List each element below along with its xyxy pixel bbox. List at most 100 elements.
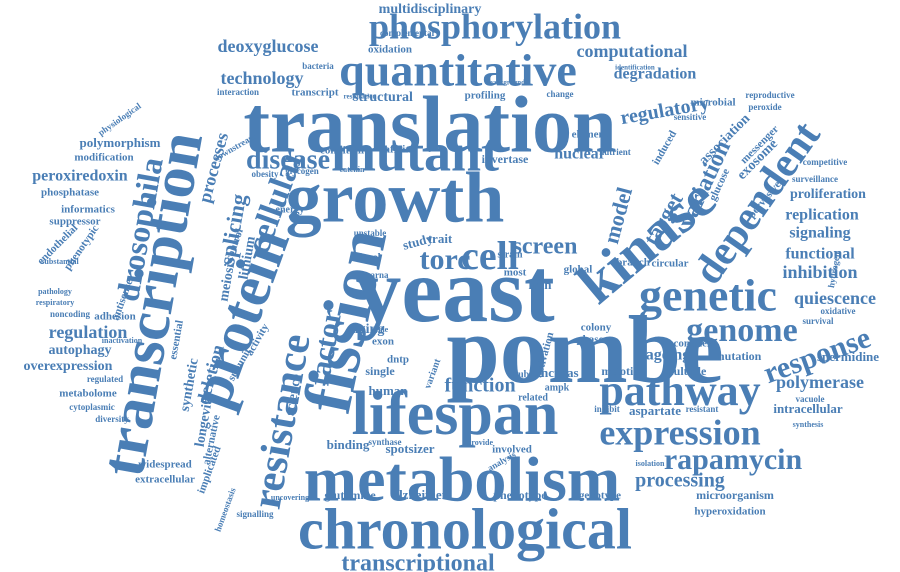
cloud-word-translation: translation [243, 81, 616, 169]
cloud-word-genotype: genotype [579, 490, 621, 502]
cloud-word-cytoplasmic: cytoplasmic [69, 402, 115, 412]
cloud-word-regulation: regulation [49, 322, 128, 342]
cloud-word-technology: technology [221, 68, 304, 88]
cloud-word-structural: structural [353, 90, 413, 105]
cloud-word-double: double [508, 369, 537, 380]
cloud-word-colony: colony [581, 322, 612, 334]
cloud-word-invertase: invertase [482, 152, 529, 166]
cloud-word-disease: disease [246, 144, 330, 175]
cloud-word-bacteria: bacteria [302, 61, 334, 71]
cloud-word-quiescence: quiescence [794, 288, 876, 308]
cloud-word-pathology: pathology [38, 287, 72, 296]
cloud-word-polymorphism: polymorphism [80, 135, 161, 150]
cloud-word-surveillance: surveillance [792, 174, 838, 184]
cloud-word-unstable: unstable [354, 228, 387, 238]
cloud-word-torc: torc [419, 243, 470, 276]
cloud-word-isolation: isolation [636, 459, 665, 468]
cloud-word-metabolism: metabolism [304, 444, 620, 515]
cloud-word-chronological: chronological [298, 496, 632, 561]
cloud-word-autophagy: autophagy [48, 343, 111, 358]
cloud-word-genome: genome [686, 312, 797, 349]
cloud-word-circular: circular [651, 258, 688, 270]
cloud-word-global: global [564, 264, 593, 276]
cloud-word-physiological: physiological [96, 101, 143, 138]
cloud-word-synthesis: synthesis [793, 420, 824, 429]
cloud-word-oxidative: oxidative [821, 306, 856, 316]
cloud-word-yeast: yeast [355, 239, 555, 341]
cloud-word-homeostasis: homeostasis [213, 486, 238, 533]
cloud-word-identification: identification [615, 64, 655, 72]
cloud-word-substantial: substantial [41, 257, 79, 266]
cloud-word-reproductive: reproductive [745, 90, 794, 100]
cloud-word-alzheimer: alzheimer [393, 487, 448, 502]
cloud-word-respiration: respiration [344, 93, 377, 101]
cloud-word-cell: cell [461, 233, 519, 278]
cloud-word-regulated: regulated [87, 374, 123, 384]
cloud-word-profiling: profiling [465, 90, 506, 102]
cloud-word-complex: complex [673, 338, 713, 350]
cloud-word-scale: scale [372, 325, 389, 334]
cloud-word-human: human [368, 383, 408, 398]
cloud-word-genetic: genetic [639, 270, 777, 321]
cloud-word-function: function [444, 375, 515, 397]
cloud-word-informatics: informatics [61, 204, 115, 216]
cloud-word-proliferation: proliferation [790, 187, 866, 202]
cloud-word-multiple: multiple [664, 364, 707, 378]
cloud-word-background: background [489, 79, 525, 87]
cloud-word-phase: phase [577, 334, 604, 346]
cloud-word-phosphorylation: phosphorylation [369, 6, 621, 46]
cloud-word-branch: branch [616, 257, 650, 269]
cloud-word-polymerase: polymerase [776, 372, 864, 392]
cloud-word-rnarna: rnarna [362, 270, 390, 280]
cloud-word-binding: binding [327, 437, 370, 452]
cloud-word-inhibition: inhibition [782, 262, 857, 282]
cloud-word-mutation: mutation [715, 349, 762, 363]
cloud-word-related: related [518, 392, 548, 403]
cloud-word-implicated: implicated [195, 445, 223, 496]
cloud-word-element: element [572, 129, 609, 141]
cloud-word-ampk: ampk [545, 382, 570, 393]
cloud-word-extracellular: extracellular [135, 474, 195, 486]
cloud-word-inactivation: inactivation [102, 336, 143, 345]
cloud-word-screen: screen [513, 234, 578, 260]
cloud-word-resistant: resistant [686, 404, 719, 414]
cloud-word-computational: computational [576, 41, 687, 61]
cloud-word-nutrient: nutrient [599, 147, 631, 157]
cloud-word-suppressor: suppressor [49, 216, 100, 228]
cloud-word-intracellular: intracellular [773, 401, 843, 416]
cloud-word-growth: growth [286, 158, 505, 238]
cloud-word-peroxiredoxin: peroxiredoxin [32, 168, 128, 185]
cloud-word-transcript: transcript [291, 87, 338, 99]
cloud-word-overexpression: overexpression [24, 359, 113, 374]
cloud-word-adhesion: adhesion [94, 311, 136, 323]
cloud-word-inhibit: inhibit [594, 404, 620, 414]
cloud-word-interaction: interaction [217, 87, 259, 97]
cloud-word-quantitative: quantitative [339, 45, 577, 96]
cloud-word-modification: modification [74, 152, 133, 164]
cloud-word-replication: replication [785, 207, 859, 224]
cloud-word-noncoding: noncoding [50, 309, 91, 319]
cloud-word-microorganism: microorganism [696, 488, 774, 502]
cloud-word-sensitive: sensitive [674, 112, 707, 122]
cloud-word-microbial: microbial [690, 97, 735, 109]
cloud-word-synthase: synthase [368, 437, 401, 447]
cloud-word-glycogen: glycogen [285, 166, 319, 176]
cloud-word-uncovering: uncovering [271, 493, 309, 502]
cloud-word-vacuole: vacuole [796, 394, 825, 404]
cloud-word-obesity: obesity [252, 169, 280, 179]
cloud-word-nuclear: nuclear [554, 146, 606, 163]
cloud-word-complementary: complementary [380, 28, 440, 38]
cloud-word-involved: involved [492, 444, 532, 456]
cloud-word-widespread: widespread [138, 459, 192, 471]
cloud-word-oxidation: oxidation [368, 44, 412, 56]
cloud-word-single: single [365, 364, 395, 378]
cloud-word-aspartate: aspartate [629, 403, 681, 418]
cloud-word-rapamycin: rapamycin [664, 443, 803, 476]
cloud-word-lncrnas: lncrnas [537, 365, 578, 380]
cloud-word-dntp: dntp [387, 354, 409, 366]
cloud-word-survival: survival [802, 316, 834, 326]
cloud-word-metabolome: metabolome [59, 388, 117, 400]
cloud-word-deoxyglucose: deoxyglucose [218, 36, 319, 56]
cloud-word-mutant: mutant [331, 122, 499, 182]
